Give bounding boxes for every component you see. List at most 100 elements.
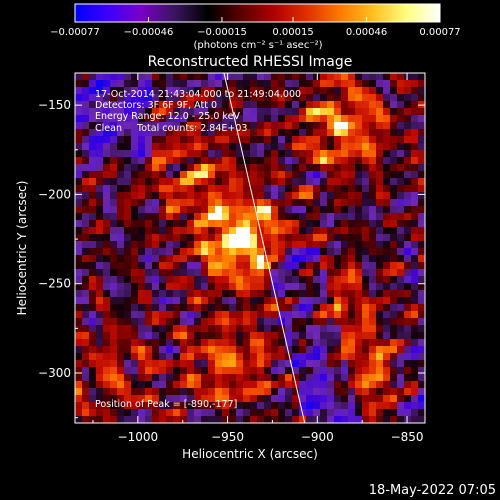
heatmap-cell: [404, 206, 412, 214]
heatmap-cell: [285, 409, 293, 417]
heatmap-cell: [264, 367, 272, 375]
heatmap-cell: [397, 353, 405, 361]
heatmap-cell: [313, 402, 321, 410]
heatmap-cell: [264, 241, 272, 249]
heatmap-cell: [187, 143, 195, 151]
heatmap-cell: [96, 311, 104, 319]
heatmap-cell: [250, 402, 258, 410]
heatmap-cell: [285, 332, 293, 340]
heatmap-cell: [159, 213, 167, 221]
heatmap-cell: [376, 115, 384, 123]
heatmap-cell: [411, 171, 419, 179]
heatmap-cell: [362, 143, 370, 151]
heatmap-cell: [397, 87, 405, 95]
heatmap-cell: [103, 276, 111, 284]
heatmap-cell: [222, 283, 230, 291]
heatmap-cell: [124, 192, 132, 200]
heatmap-cell: [348, 262, 356, 270]
heatmap-cell: [376, 339, 384, 347]
heatmap-cell: [96, 129, 104, 137]
heatmap-cell: [271, 150, 279, 158]
heatmap-cell: [404, 409, 412, 417]
heatmap-cell: [187, 388, 195, 396]
heatmap-cell: [271, 206, 279, 214]
heatmap-cell: [243, 360, 251, 368]
heatmap-cell: [390, 213, 398, 221]
heatmap-cell: [75, 283, 83, 291]
heatmap-cell: [82, 381, 90, 389]
heatmap-cell: [89, 416, 97, 423]
heatmap-cell: [82, 318, 90, 326]
heatmap-cell: [152, 164, 160, 172]
heatmap-cell: [369, 290, 377, 298]
heatmap-cell: [362, 283, 370, 291]
heatmap-cell: [327, 94, 335, 102]
heatmap-cell: [306, 304, 314, 312]
heatmap-cell: [236, 87, 244, 95]
heatmap-cell: [355, 164, 363, 172]
heatmap-cell: [376, 304, 384, 312]
heatmap-cell: [236, 297, 244, 305]
heatmap-cell: [145, 213, 153, 221]
heatmap-image: [75, 73, 425, 423]
heatmap-cell: [243, 248, 251, 256]
heatmap-cell: [131, 171, 139, 179]
heatmap-cell: [208, 241, 216, 249]
heatmap-cell: [152, 283, 160, 291]
heatmap-cell: [187, 136, 195, 144]
heatmap-cell: [355, 108, 363, 116]
heatmap-cell: [383, 241, 391, 249]
heatmap-cell: [418, 318, 425, 326]
heatmap-cell: [96, 178, 104, 186]
heatmap-cell: [131, 325, 139, 333]
heatmap-cell: [348, 360, 356, 368]
heatmap-cell: [145, 255, 153, 263]
heatmap-cell: [292, 388, 300, 396]
heatmap-cell: [152, 381, 160, 389]
heatmap-cell: [397, 318, 405, 326]
heatmap-cell: [222, 388, 230, 396]
heatmap-cell: [166, 318, 174, 326]
heatmap-cell: [131, 143, 139, 151]
heatmap-cell: [236, 122, 244, 130]
heatmap-cell: [348, 290, 356, 298]
heatmap-cell: [418, 332, 425, 340]
heatmap-cell: [257, 136, 265, 144]
heatmap-cell: [152, 346, 160, 354]
heatmap-cell: [82, 290, 90, 298]
heatmap-cell: [278, 150, 286, 158]
heatmap-cell: [110, 192, 118, 200]
heatmap-cell: [138, 269, 146, 277]
heatmap-cell: [159, 262, 167, 270]
heatmap-cell: [236, 178, 244, 186]
heatmap-cell: [411, 353, 419, 361]
heatmap-cell: [159, 318, 167, 326]
heatmap-cell: [278, 416, 286, 423]
heatmap-cell: [327, 171, 335, 179]
heatmap-cell: [208, 388, 216, 396]
heatmap-cell: [96, 388, 104, 396]
heatmap-cell: [341, 325, 349, 333]
heatmap-cell: [292, 416, 300, 423]
heatmap-cell: [215, 234, 223, 242]
heatmap-cell: [250, 178, 258, 186]
heatmap-cell: [236, 367, 244, 375]
heatmap-cell: [173, 360, 181, 368]
heatmap-cell: [271, 360, 279, 368]
heatmap-cell: [404, 276, 412, 284]
heatmap-cell: [222, 115, 230, 123]
heatmap-cell: [418, 346, 425, 354]
heatmap-cell: [82, 367, 90, 375]
heatmap-cell: [187, 87, 195, 95]
heatmap-cell: [285, 290, 293, 298]
heatmap-cell: [320, 199, 328, 207]
timestamp: 18-May-2022 07:05: [369, 483, 496, 498]
heatmap-cell: [411, 311, 419, 319]
heatmap-cell: [208, 353, 216, 361]
heatmap-cell: [159, 143, 167, 151]
heatmap-cell: [369, 409, 377, 417]
heatmap-cell: [110, 164, 118, 172]
heatmap-cell: [271, 409, 279, 417]
heatmap-cell: [110, 346, 118, 354]
heatmap-cell: [397, 192, 405, 200]
